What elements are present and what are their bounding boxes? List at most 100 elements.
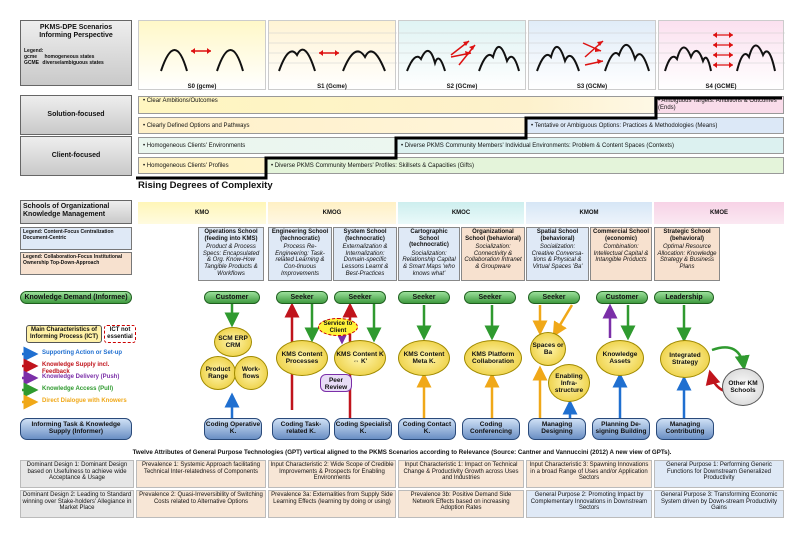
- school-name: Strategic School (behavioral): [663, 229, 711, 242]
- demand-role-pill: Seeker: [398, 291, 450, 304]
- supply-task-pill: Managing Contributing: [656, 418, 714, 440]
- knowledge-demand-pill: Knowledge Demand (Informee): [20, 291, 132, 304]
- scenario-s4: S4 (GCME): [658, 20, 785, 90]
- school-header-kmoc: KMOC: [398, 202, 524, 224]
- school-header-kmom: KMOM: [526, 202, 652, 224]
- scenario-s2-figure: [399, 32, 527, 72]
- demand-role-pill: Leadership: [654, 291, 714, 304]
- scenario-label: S3 (GCMe): [576, 84, 608, 90]
- client-focused-label: Client-focused: [20, 136, 132, 176]
- supply-task-pill: Planning De-signing Building: [592, 418, 650, 440]
- scenario-label: S2 (GCme): [446, 84, 478, 90]
- scenarios-title: PKMS-DPE Scenarios: [39, 24, 113, 31]
- gpt-title: Twelve Attributes of General Purpose Tec…: [132, 449, 672, 456]
- circle-enabling-infrastructure: Enabling Infra-structure: [548, 364, 590, 402]
- gpt-attribute: General Purpose 1: Performing Generic Fu…: [654, 460, 784, 488]
- school-description: Socialization: Relationship Capital & Sm…: [402, 250, 456, 277]
- scenario-s0: S0 (gcme): [138, 20, 266, 90]
- informing-task-pill: Informing Task & Knowledge Supply (Infor…: [20, 418, 132, 440]
- school-name: Commercial School (economic): [592, 229, 649, 242]
- scenario-s1: S1 (Gcme): [268, 20, 397, 90]
- complexity-staircase: [136, 96, 782, 180]
- scenario-s1-figure: [269, 32, 397, 72]
- scenario-s3-figure: [529, 32, 657, 72]
- gpt-attribute: Input Characteristic 1: Impact on Techni…: [398, 460, 524, 488]
- school-name: Organizational School (behavioral): [465, 229, 521, 242]
- gpt-attribute: Input Characteristic 3: Spawning Innovat…: [526, 460, 652, 488]
- demand-role-pill: Seeker: [528, 291, 580, 304]
- scenario-label: S0 (gcme): [187, 84, 217, 90]
- school-header-kmog: KMOG: [268, 202, 396, 224]
- school-description: Product & Process Specs: Encapsulated & …: [202, 244, 260, 277]
- scenario-label: S4 (GCME): [705, 84, 737, 90]
- gpt-attribute: Prevalence 1: Systemic Approach facilita…: [136, 460, 266, 488]
- scenario-s2: S2 (GCme): [398, 20, 527, 90]
- gpt-attribute: Dominant Design 2: Leading to Standard w…: [20, 490, 134, 518]
- circle-knowledge-assets: Knowledge Assets: [596, 340, 644, 376]
- school-description: Socialization: Creative Conversa-tions &…: [531, 244, 584, 270]
- arrow-legend-item: Knowledge Access (Pull): [42, 386, 114, 392]
- schools-title: Schools of Organizational Knowledge Mana…: [23, 203, 110, 218]
- legend-label: Legend:: [24, 48, 44, 54]
- scenario-label: S1 (Gcme): [317, 84, 347, 90]
- circle-spaces-ba: Spaces or Ba: [530, 332, 566, 366]
- school-header-kmo: KMO: [138, 202, 266, 224]
- school-column: Engineering School (technocratic) Process…: [268, 227, 332, 281]
- school-description: Process Re-Engineering: Task-related Lea…: [275, 244, 325, 277]
- scenarios-subtitle: Informing Perspective: [39, 32, 113, 39]
- circle-workflows: Work-flows: [234, 356, 268, 390]
- school-name: Cartographic School (technocratic): [409, 229, 449, 249]
- school-description: Optimal Resource Allocation: Knowledge S…: [657, 244, 717, 270]
- circle-scm: SCM ERP CRM: [214, 327, 252, 357]
- service-to-client-bubble: Service to Client: [318, 318, 358, 336]
- ict-not-essential-box: ICT not essential: [104, 325, 136, 343]
- circle-product-range: Product Range: [200, 356, 236, 390]
- legend-collab-box: Legend: Collaboration-Focus Institutiona…: [20, 252, 132, 275]
- supply-task-pill: Coding Task-related K.: [272, 418, 330, 440]
- circle-integrated-strategy: Integrated Strategy: [660, 340, 710, 378]
- legend-collab-text: Legend: Collaboration-Focus Institutiona…: [23, 254, 123, 266]
- school-description: Combination: Intellectual Capital & Inta…: [593, 244, 649, 264]
- arrow-legend-item: Supporting Action or Set-up: [42, 350, 123, 356]
- supply-task-pill: Coding Conferencing: [462, 418, 520, 440]
- demand-role-pill: Seeker: [334, 291, 386, 304]
- gpt-attribute: Dominant Design 1: Dominant Design based…: [20, 460, 134, 488]
- school-header-kmoe: KMOE: [654, 202, 784, 224]
- scenario-s3: S3 (GCMe): [528, 20, 657, 90]
- main-characteristics-text: Main Characteristics of Informing Proces…: [29, 327, 98, 340]
- ict-not-essential-text: ICT not essential: [107, 327, 133, 340]
- legend-row: gcme homogeneous states: [24, 54, 95, 60]
- school-description: Socialization: Connectivity & Collaborat…: [464, 244, 522, 270]
- legend-content-box: Legend: Content-Focus Centralization Doc…: [20, 227, 132, 250]
- school-name: Operations School (feeding into KMS): [204, 229, 258, 242]
- band-diverse-profiles: • Diverse PKMS Community Members' Profil…: [266, 157, 784, 174]
- school-column: Spatial School (behavioral) Socialization…: [526, 227, 589, 281]
- gpt-attribute: Input Characteristic 2: Wide Scope of Cr…: [268, 460, 396, 488]
- supply-task-pill: Coding Operative K.: [204, 418, 262, 440]
- schools-title-box: Schools of Organizational Knowledge Mana…: [20, 200, 132, 224]
- circle-kms-platform: KMS Platform Collaboration: [464, 340, 522, 376]
- gpt-attribute: General Purpose 3: Transforming Economic…: [654, 490, 784, 518]
- scenario-legend-box: PKMS-DPE Scenarios Informing Perspective…: [20, 20, 132, 86]
- circle-kms-content-meta: KMS Content Meta K.: [398, 340, 450, 376]
- school-column: Strategic School (behavioral) Optimal Res…: [654, 227, 720, 281]
- circle-kms-content-k: KMS Content K ⇔ K': [334, 340, 386, 376]
- legend-row: GCME diverse/ambiguous states: [24, 60, 104, 66]
- demand-role-pill: Customer: [596, 291, 648, 304]
- school-column: System School (technocratic) Externalizat…: [333, 227, 397, 281]
- arrow-legend-item: Knowledge Supply incl. Feedback: [42, 362, 110, 375]
- arrow-legend-item: Knowledge Delivery (Push): [42, 374, 120, 380]
- school-name: Engineering School (technocratic): [271, 229, 329, 242]
- scenario-s4-figure: [659, 32, 785, 72]
- supply-task-pill: Coding Specialist K.: [334, 418, 392, 440]
- school-column: Cartographic School (technocratic) Social…: [398, 227, 460, 281]
- school-column: Commercial School (economic) Combination:…: [590, 227, 652, 281]
- complexity-label: Rising Degrees of Complexity: [138, 180, 273, 191]
- band-diverse-env: • Diverse PKMS Community Members' Indivi…: [396, 137, 784, 154]
- school-description: Externalization & Internalization: Domai…: [341, 244, 389, 277]
- main-characteristics-box: Main Characteristics of Informing Proces…: [26, 325, 102, 343]
- gpt-attribute: Prevalence 3a: Externalities from Supply…: [268, 490, 396, 518]
- school-column: Operations School (feeding into KMS) Prod…: [198, 227, 264, 281]
- scenario-s0-figure: [160, 48, 244, 72]
